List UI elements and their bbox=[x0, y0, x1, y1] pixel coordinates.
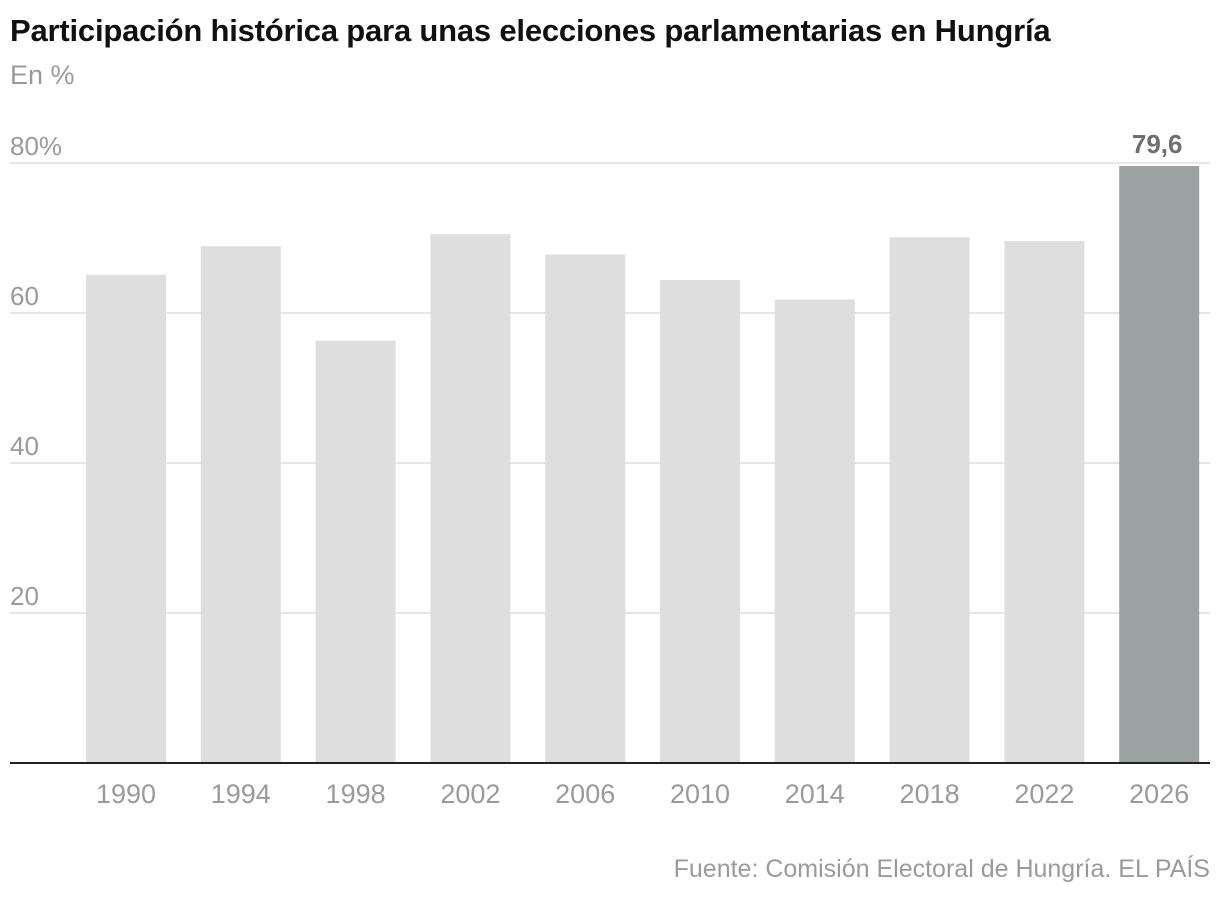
bar bbox=[1119, 166, 1200, 763]
bar bbox=[545, 254, 626, 763]
bar-chart: 20 40 60 80% 1990 1994 1998 2002 2006 2010 2014 20… bbox=[10, 129, 1210, 809]
y-tick-label: 40 bbox=[10, 431, 39, 461]
y-tick-label: 20 bbox=[10, 581, 39, 611]
data-labels: 79,6 bbox=[1132, 129, 1183, 159]
y-tick-label: 60 bbox=[10, 281, 39, 311]
bars bbox=[86, 166, 1200, 763]
bar bbox=[889, 237, 970, 763]
x-tick-label: 2026 bbox=[1129, 779, 1189, 809]
x-tick-label: 2022 bbox=[1014, 779, 1074, 809]
x-tick-label: 2010 bbox=[670, 779, 730, 809]
bar bbox=[200, 246, 281, 763]
x-tick-label: 2014 bbox=[785, 779, 845, 809]
x-tick-label: 1994 bbox=[211, 779, 271, 809]
x-tick-label: 1998 bbox=[326, 779, 386, 809]
x-tick-label: 2006 bbox=[555, 779, 615, 809]
x-tick-label: 2018 bbox=[900, 779, 960, 809]
x-axis-ticks: 1990 1994 1998 2002 2006 2010 2014 2018 2022 2026 bbox=[96, 779, 1189, 809]
y-tick-label: 80% bbox=[10, 131, 62, 161]
source-note: Fuente: Comisión Electoral de Hungría. E… bbox=[673, 855, 1210, 883]
bar bbox=[430, 234, 511, 763]
chart-subtitle: En % bbox=[10, 60, 75, 90]
chart-title: Participación histórica para unas elecci… bbox=[10, 13, 1051, 48]
y-axis-ticks: 20 40 60 80% bbox=[10, 131, 62, 611]
bar bbox=[315, 340, 396, 763]
x-tick-label: 2002 bbox=[440, 779, 500, 809]
data-label: 79,6 bbox=[1132, 129, 1183, 159]
bar bbox=[1004, 241, 1085, 763]
bar bbox=[660, 280, 740, 763]
x-tick-label: 1990 bbox=[96, 779, 156, 809]
bar bbox=[774, 299, 855, 763]
bar bbox=[86, 274, 166, 763]
